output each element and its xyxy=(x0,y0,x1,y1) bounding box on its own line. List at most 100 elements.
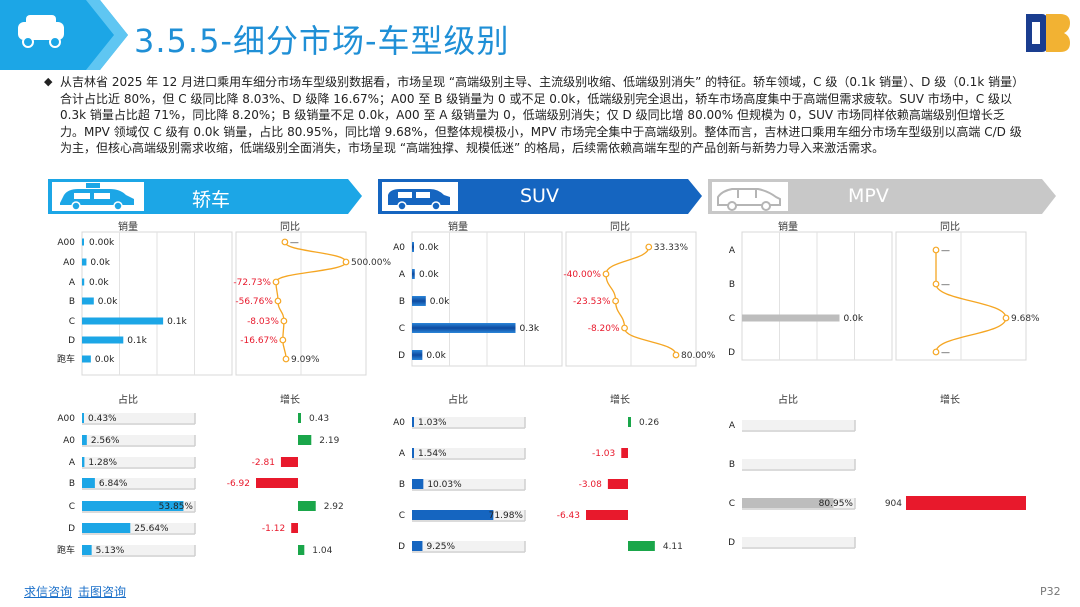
growth-value-label: -1.12 xyxy=(262,524,285,534)
panel-header-shape xyxy=(708,179,1056,214)
share-category-label: B xyxy=(399,480,405,490)
yoy-value-label: — xyxy=(290,238,299,248)
share-category-label: A0 xyxy=(393,418,405,428)
yoy-point xyxy=(274,297,282,305)
share-bar xyxy=(412,448,414,458)
growth-bar-negative xyxy=(256,478,298,488)
mpv-sales-title: 销量 xyxy=(778,222,798,233)
panel-title-mpv: MPV xyxy=(848,185,889,207)
yoy-line xyxy=(935,249,1007,353)
share-track xyxy=(82,413,195,423)
sales-bar xyxy=(82,238,84,246)
growth-value-label: 0.43 xyxy=(309,414,329,424)
sales-value-label: 0.3k xyxy=(520,324,540,334)
share-category-label: A xyxy=(69,458,76,468)
sales-bar xyxy=(82,258,87,266)
yoy-value-label: — xyxy=(941,246,950,256)
sales-category-label: D xyxy=(68,336,75,346)
mpv-icon xyxy=(717,188,781,211)
share-bar xyxy=(742,498,834,508)
sales-bar xyxy=(82,336,124,344)
yoy-point xyxy=(282,355,290,363)
sales-category-label: B xyxy=(69,297,75,307)
yoy-value-label: 9.09% xyxy=(291,355,320,365)
share-category-label: A0 xyxy=(63,436,75,446)
page-title: 3.5.5-细分市场-车型级别 xyxy=(134,22,510,60)
share-value-label: 0.43% xyxy=(88,414,117,424)
yoy-value-label: 33.33% xyxy=(654,243,689,253)
growth-value-label: 0.26 xyxy=(639,418,659,428)
sales-value-label: 0.0k xyxy=(90,258,110,268)
suv-share-title: 占比 xyxy=(448,395,468,406)
yoy-point xyxy=(645,243,653,251)
sedan-growth-title: 增长 xyxy=(280,395,300,406)
brand-logo xyxy=(1026,14,1070,52)
share-bar xyxy=(412,417,414,427)
sales-value-label: 0.1k xyxy=(127,336,147,346)
yoy-value-label: -8.20% xyxy=(588,324,620,334)
share-category-label: C xyxy=(69,502,75,512)
sales-value-label: 0.0k xyxy=(430,297,450,307)
sales-category-label: B xyxy=(729,280,735,290)
growth-bar-negative xyxy=(586,510,628,520)
mpv-yoy-chart: — — 9.68% — xyxy=(895,231,1040,361)
sedan-yoy-chart: — 500.00% -72.73% -56.76% -8.03% -16.67% 9.09% xyxy=(233,231,391,376)
page-number: P32 xyxy=(1040,585,1061,598)
growth-bar-negative xyxy=(291,523,298,533)
share-category-label: B xyxy=(69,479,75,489)
growth-value-label: -1.03 xyxy=(592,449,615,459)
sales-bar xyxy=(82,317,164,325)
growth-value-label: -2.81 xyxy=(252,458,275,468)
share-value-label: 5.13% xyxy=(96,546,125,556)
sedan-taxi-icon xyxy=(60,183,134,211)
share-category-label: D xyxy=(68,524,75,534)
sales-category-label: A0 xyxy=(393,243,405,253)
summary-paragraph: 从吉林省 2025 年 12 月进口乘用车细分市场车型级别数据看，市场呈现 “高… xyxy=(60,75,1025,155)
growth-bar-positive xyxy=(906,496,1026,510)
sedan-yoy-title: 同比 xyxy=(280,222,300,233)
growth-bar-negative xyxy=(607,479,628,489)
growth-value-label: 4.11 xyxy=(663,542,683,552)
sedan-share-chart: A00 0.43% A0 2.56% A 1.28% B 6.84% C 53.85% D 25.64… xyxy=(57,413,196,557)
share-category-label: C xyxy=(729,499,735,509)
yoy-value-label: 9.68% xyxy=(1011,314,1040,324)
share-category-label: D xyxy=(728,538,735,548)
footer-link-inquiry[interactable]: 求信咨询 xyxy=(24,585,73,599)
share-track xyxy=(82,457,195,467)
panel-header-sedan: 轿车 xyxy=(48,179,368,214)
share-track xyxy=(742,459,855,469)
sales-value-label: 0.0k xyxy=(844,314,864,324)
suv-yoy-chart: 33.33% -40.00% -23.53% -8.20% 80.00% xyxy=(563,231,716,367)
share-bar xyxy=(412,541,423,551)
share-value-label: 80.95% xyxy=(819,499,854,509)
share-value-label: 6.84% xyxy=(99,479,128,489)
mpv-sales-chart: A B C 0.0k D xyxy=(728,231,893,361)
footer-link-image-inquiry[interactable]: 击图咨询 xyxy=(78,585,127,599)
growth-value-label: -6.43 xyxy=(557,511,580,521)
share-value-label: 1.54% xyxy=(418,449,447,459)
yoy-point xyxy=(1002,314,1010,322)
sales-category-label: C xyxy=(729,314,735,324)
growth-value-label: 904 xyxy=(885,499,902,509)
mpv-growth-title: 增长 xyxy=(940,395,960,406)
sales-category-label: C xyxy=(69,317,75,327)
yoy-value-label: — xyxy=(941,280,950,290)
mpv-growth-chart: 904 xyxy=(885,496,1026,510)
growth-bar-negative xyxy=(621,448,628,458)
share-value-label: 9.25% xyxy=(426,542,455,552)
share-bar xyxy=(82,501,184,511)
header-car-banner xyxy=(0,0,128,70)
sales-category-label: A xyxy=(399,270,406,280)
yoy-value-label: -40.00% xyxy=(563,270,601,280)
suv-growth-title: 增长 xyxy=(610,395,630,406)
yoy-value-label: -23.53% xyxy=(573,297,611,307)
sales-value-label: 0.00k xyxy=(89,238,115,248)
sales-category-label: A xyxy=(729,246,736,256)
yoy-point xyxy=(932,348,940,356)
share-track xyxy=(82,523,195,533)
sales-value-label: 0.0k xyxy=(419,243,439,253)
sales-bar xyxy=(742,314,840,322)
yoy-value-label: -16.67% xyxy=(240,336,278,346)
panel-header-suv: SUV xyxy=(378,179,704,214)
sales-value-label: 0.1k xyxy=(167,317,187,327)
